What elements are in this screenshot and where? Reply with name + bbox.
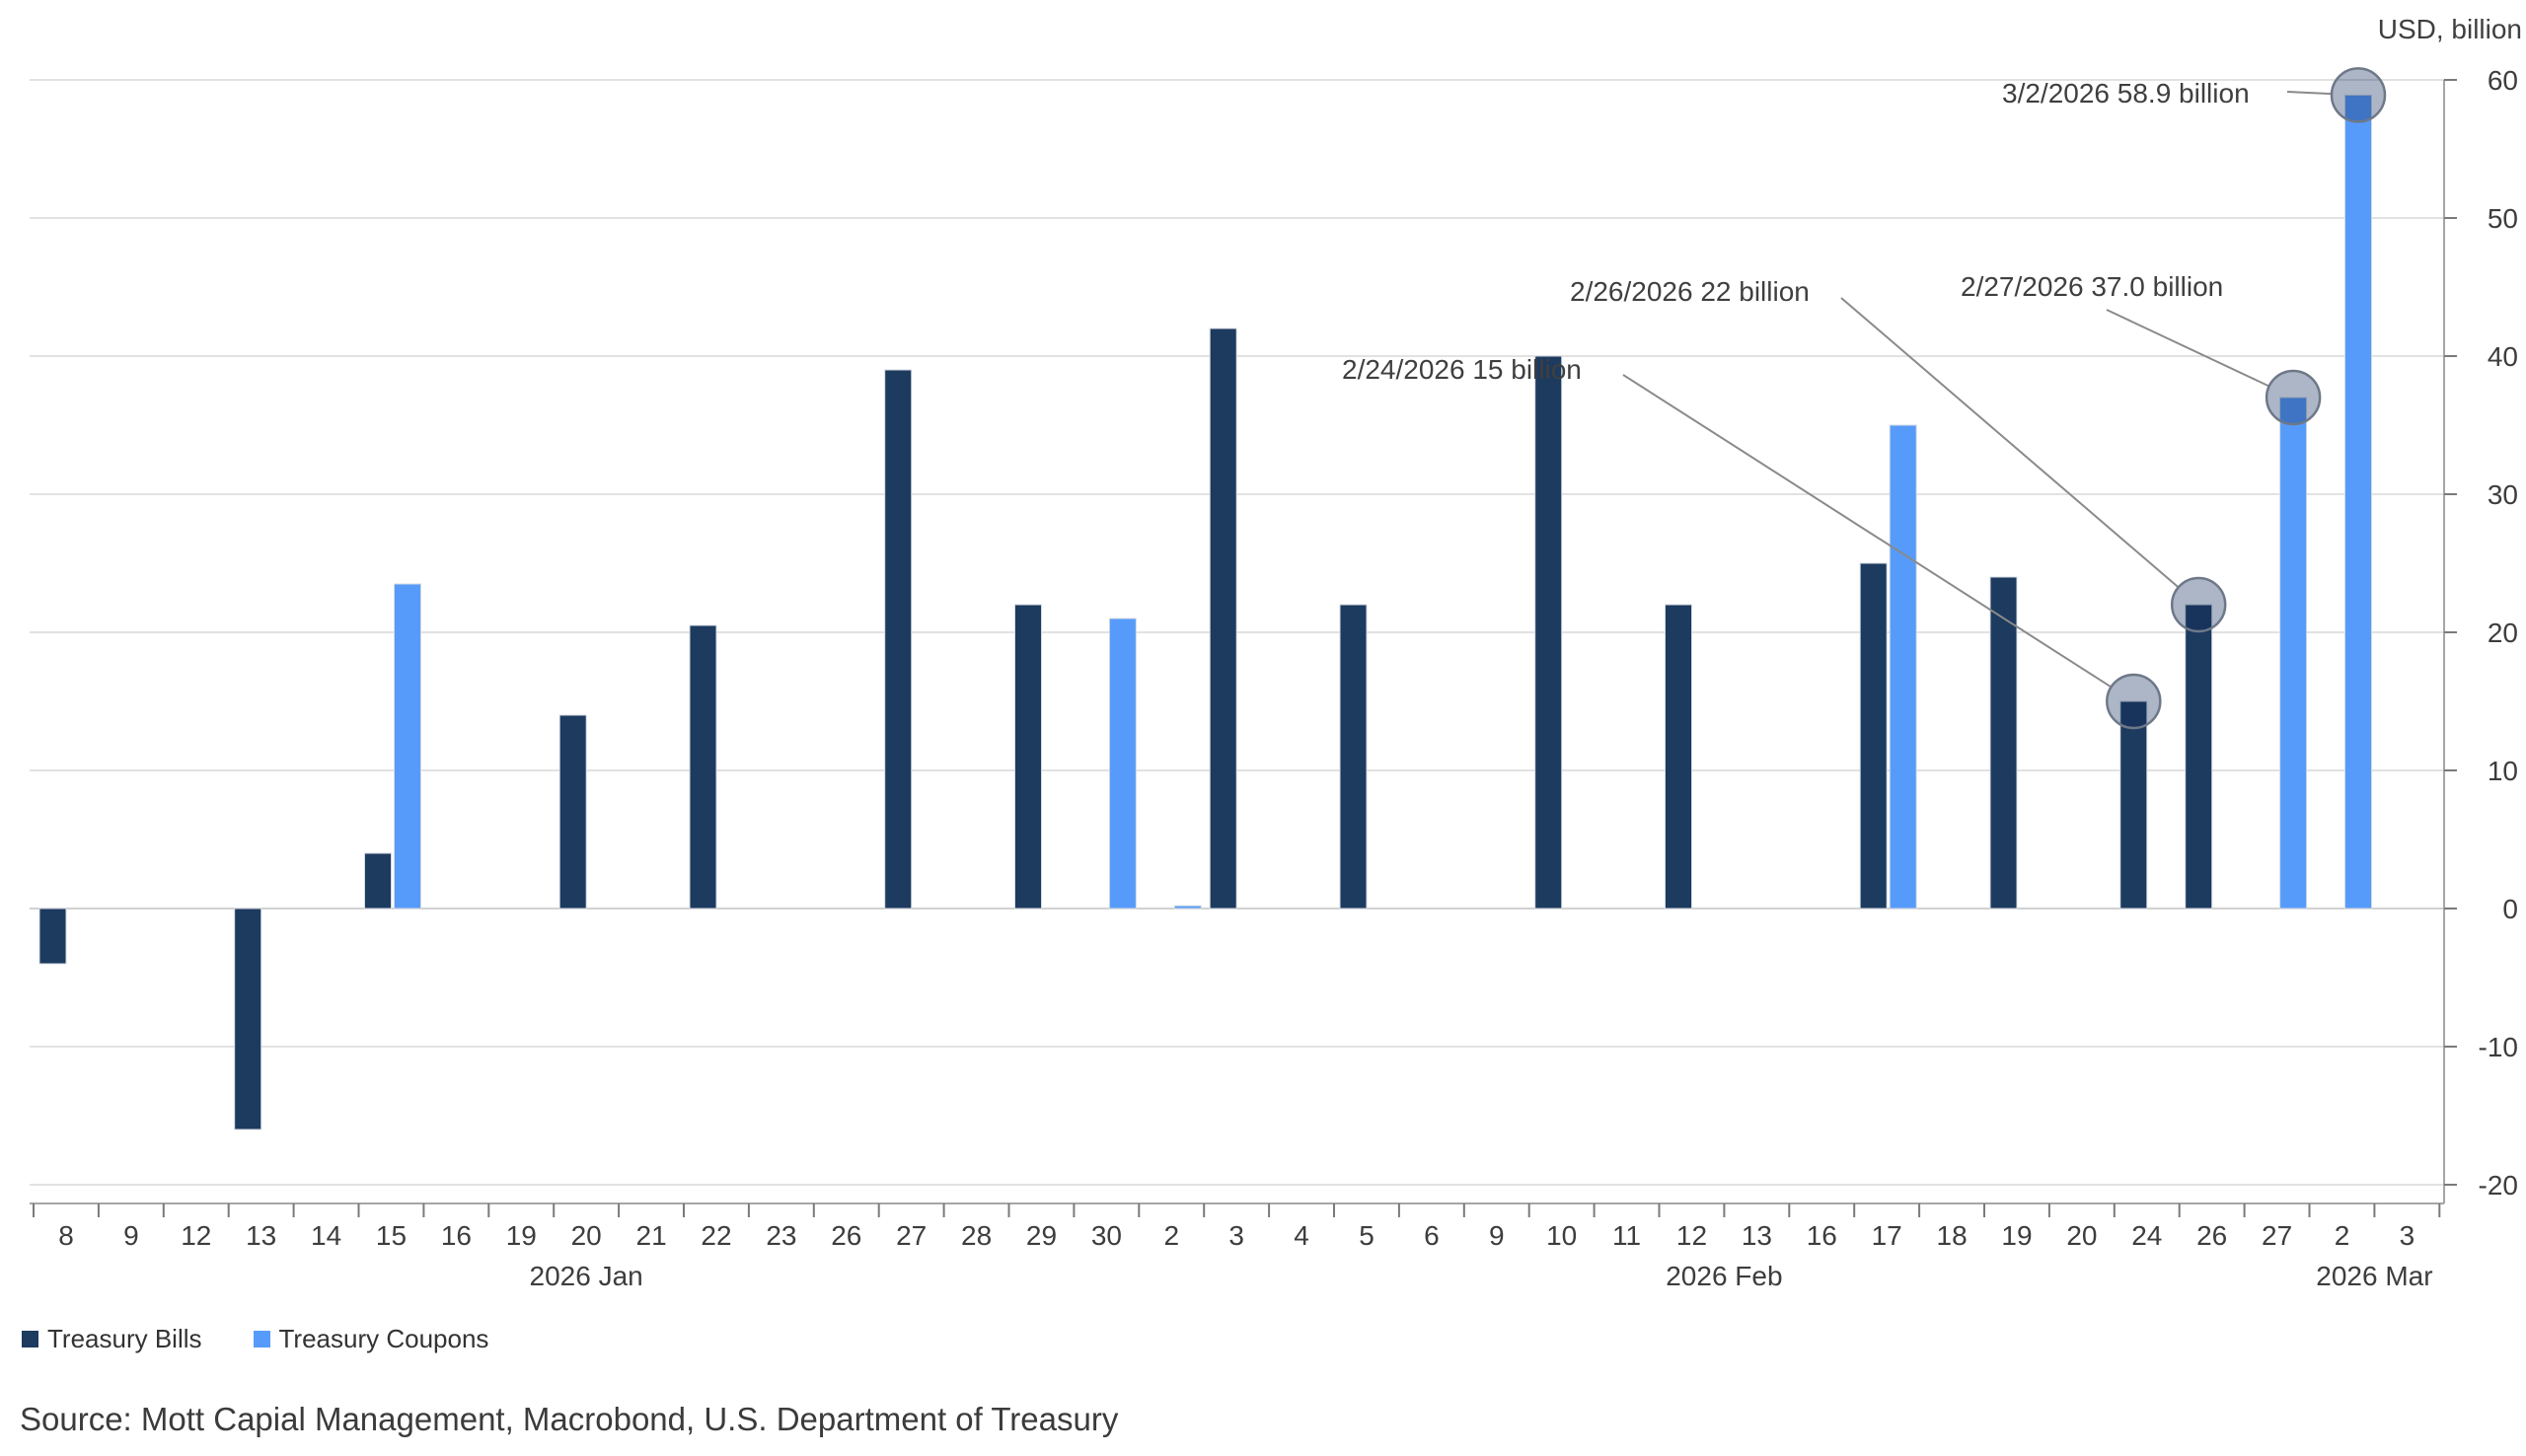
bar-bills-27	[884, 369, 913, 910]
bar-coupons-2	[2344, 94, 2372, 910]
legend-label-treasury-coupons: Treasury Coupons	[278, 1324, 489, 1353]
annotation-marker	[2330, 67, 2387, 123]
annotation-marker	[2265, 369, 2322, 426]
month-label: 2026 Feb	[1666, 1261, 1782, 1291]
annotation-label: 2/24/2026 15 billion	[1342, 354, 1582, 385]
x-tick-label: 26	[831, 1220, 861, 1251]
bar-coupons-30	[1108, 618, 1137, 910]
x-tick-label: 15	[376, 1220, 407, 1251]
annotation-label: 2/27/2026 37.0 billion	[1961, 271, 2223, 302]
source-text: Source: Mott Capial Management, Macrobon…	[20, 1401, 1119, 1437]
x-tick-label: 13	[1742, 1220, 1772, 1251]
y-axis-title: USD, billion	[2377, 14, 2522, 44]
x-tick-label: 11	[1612, 1220, 1641, 1251]
x-tick-label: 8	[58, 1220, 74, 1251]
x-tick-label: 27	[2262, 1220, 2292, 1251]
y-tick-label: 20	[2488, 618, 2518, 648]
bar-bills-20	[558, 714, 587, 910]
annotation-callout-line	[2286, 91, 2333, 96]
bar-bills-29	[1014, 604, 1042, 910]
x-tick-label: 13	[246, 1220, 276, 1251]
legend-item-treasury-bills: Treasury Bills	[22, 1324, 202, 1354]
y-tick-label: 10	[2488, 756, 2518, 786]
bar-bills-15	[364, 852, 392, 910]
bar-bills-8	[38, 908, 67, 965]
x-tick-label: 12	[1676, 1220, 1707, 1251]
x-tick-label: 6	[1424, 1220, 1440, 1251]
annotation-callout-line	[1622, 374, 2113, 689]
x-tick-label: 4	[1294, 1220, 1309, 1251]
x-tick-label: 5	[1359, 1220, 1374, 1251]
y-tick-label: -20	[2479, 1170, 2518, 1201]
x-tick-label: 16	[1807, 1220, 1837, 1251]
bar-coupons-27	[2279, 397, 2308, 910]
month-label: 2026 Jan	[530, 1261, 643, 1291]
x-tick-label: 19	[506, 1220, 537, 1251]
bar-bills-17	[1859, 562, 1888, 910]
treasury-bills-swatch-icon	[22, 1331, 38, 1347]
x-tick-label: 2	[1164, 1220, 1180, 1251]
x-tick-label: 20	[571, 1220, 602, 1251]
x-tick-label: 10	[1546, 1220, 1577, 1251]
x-tick-label: 21	[636, 1220, 667, 1251]
x-tick-label: 24	[2131, 1220, 2162, 1251]
x-tick-label: 29	[1026, 1220, 1057, 1251]
bar-coupons-17	[1889, 424, 1917, 910]
x-tick-label: 17	[1872, 1220, 1902, 1251]
bar-bills-19	[1989, 576, 2018, 910]
x-tick-label: 3	[1228, 1220, 1244, 1251]
x-tick-label: 30	[1091, 1220, 1122, 1251]
bar-coupons-2	[1173, 905, 1202, 910]
x-tick-label: 26	[2196, 1220, 2227, 1251]
x-tick-label: 28	[961, 1220, 992, 1251]
treasury-coupons-swatch-icon	[253, 1331, 270, 1347]
annotation-label: 2/26/2026 22 billion	[1570, 276, 1810, 307]
bar-bills-26	[2185, 604, 2213, 910]
annotation-marker	[2170, 576, 2227, 633]
bar-bills-24	[2119, 700, 2148, 910]
bar-bills-12	[1665, 604, 1692, 910]
x-tick-label: 23	[766, 1220, 796, 1251]
x-tick-label: 3	[2400, 1220, 2415, 1251]
annotation-callout-line	[2106, 309, 2270, 388]
bar-bills-13	[234, 908, 262, 1130]
x-tick-label: 20	[2066, 1220, 2097, 1251]
y-tick-label: -10	[2479, 1032, 2518, 1062]
y-tick-label: 50	[2488, 203, 2518, 234]
bar-bills-3	[1209, 328, 1237, 910]
annotation-marker	[2106, 673, 2162, 730]
bar-bills-22	[689, 624, 717, 910]
legend: Treasury Bills Treasury Coupons	[22, 1324, 488, 1354]
x-tick-label: 22	[701, 1220, 731, 1251]
x-tick-label: 27	[896, 1220, 927, 1251]
x-tick-label: 18	[1937, 1220, 1968, 1251]
y-tick-label: 60	[2488, 65, 2518, 96]
x-tick-label: 9	[123, 1220, 139, 1251]
x-tick-label: 16	[441, 1220, 472, 1251]
annotation-callout-line	[1840, 297, 2180, 589]
annotation-label: 3/2/2026 58.9 billion	[2002, 78, 2250, 109]
x-tick-label: 19	[2001, 1220, 2032, 1251]
y-tick-label: 0	[2502, 894, 2518, 924]
bar-coupons-15	[394, 583, 421, 910]
bar-bills-5	[1339, 604, 1368, 910]
x-tick-label: 14	[311, 1220, 341, 1251]
month-label: 2026 Mar	[2316, 1261, 2432, 1291]
bar-bills-10	[1534, 355, 1563, 910]
legend-item-treasury-coupons: Treasury Coupons	[253, 1324, 489, 1354]
y-tick-label: 30	[2488, 479, 2518, 510]
x-tick-label: 9	[1489, 1220, 1505, 1251]
legend-label-treasury-bills: Treasury Bills	[47, 1324, 202, 1353]
x-tick-label: 12	[181, 1220, 211, 1251]
x-tick-label: 2	[2335, 1220, 2350, 1251]
y-tick-label: 40	[2488, 341, 2518, 372]
